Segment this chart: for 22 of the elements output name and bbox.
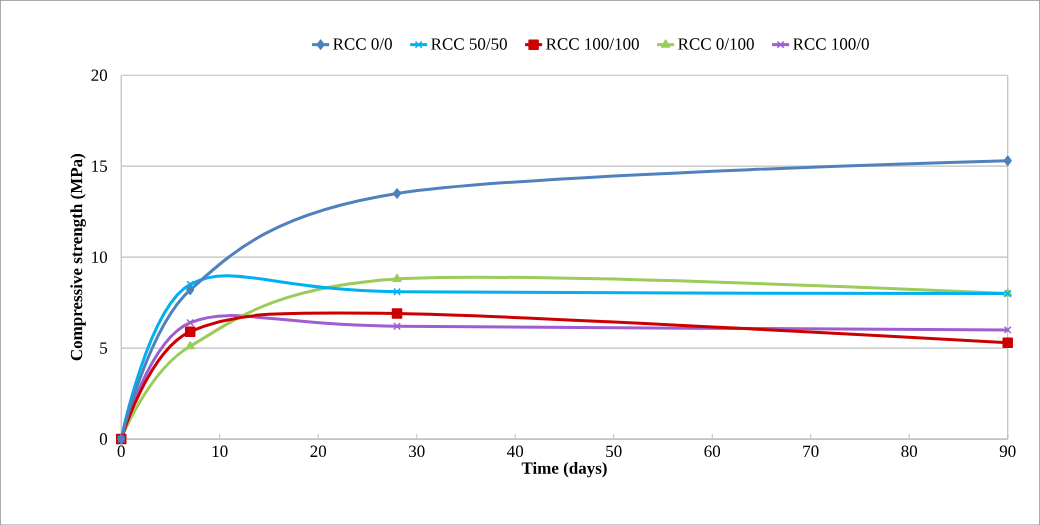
x-tick-label: 40 (507, 445, 524, 457)
x-tick-label: 20 (310, 445, 327, 457)
legend-label: RCC 0/100 (678, 38, 754, 50)
x-tick-label: 60 (704, 445, 721, 457)
x-tick-label: 70 (803, 445, 819, 457)
legend-label: RCC 0/0 (333, 38, 392, 50)
y-tick-label: 10 (92, 251, 108, 263)
y-tick-label: 0 (99, 433, 108, 445)
legend-label: RCC 50/50 (431, 38, 507, 50)
x-tick-label: 50 (606, 445, 622, 457)
legend-label: RCC 100/100 (546, 38, 639, 50)
x-tick-label: 0 (117, 445, 125, 457)
y-tick-label: 20 (91, 69, 108, 81)
x-tick-label: 80 (901, 445, 918, 457)
y-tick-label: 15 (92, 160, 108, 172)
y-tick-label: 5 (100, 342, 108, 354)
x-axis-title: Time (days) (521, 461, 607, 478)
x-tick-label: 10 (212, 445, 228, 457)
x-tick-label: 90 (999, 445, 1016, 457)
legend-label: RCC 100/0 (793, 38, 869, 50)
y-axis-title: Compressive strength (MPa) (70, 153, 86, 361)
x-tick-label: 30 (409, 445, 425, 457)
